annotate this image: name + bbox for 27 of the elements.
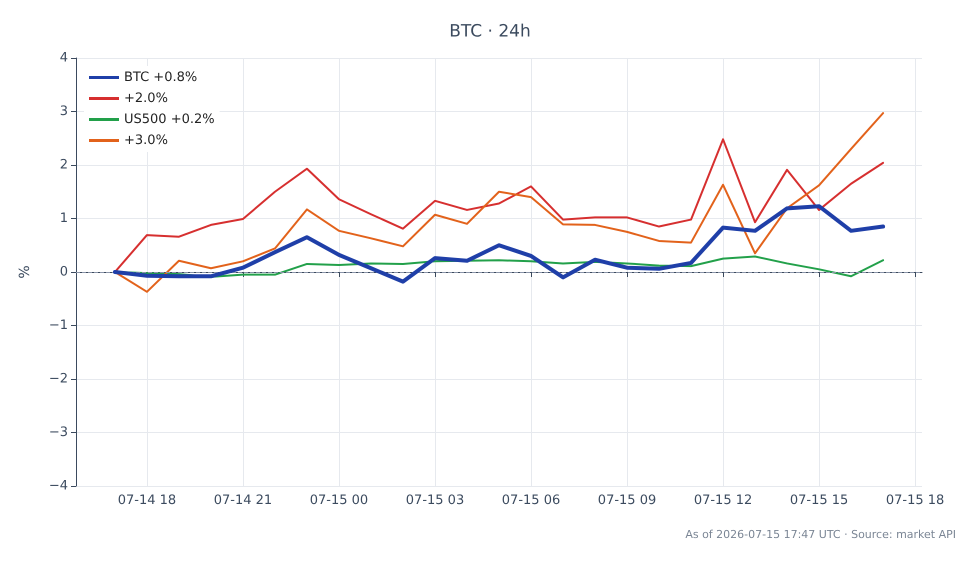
legend-label: BTC +0.8% xyxy=(124,70,198,85)
legend-label: +3.0% xyxy=(124,133,168,148)
y-tick-label: −2 xyxy=(48,372,68,386)
x-tick-label: 07-14 21 xyxy=(214,493,272,508)
y-tick-label: 1 xyxy=(60,211,68,226)
line-series xyxy=(114,112,884,293)
y-tick-label: 0 xyxy=(60,264,68,280)
line-series xyxy=(112,204,886,284)
x-tick-label: 07-14 18 xyxy=(118,493,176,508)
y-tick-label: −3 xyxy=(48,425,68,440)
y-tick-label: 2 xyxy=(60,158,68,172)
y-tick-label: −1 xyxy=(48,318,68,333)
x-tick-label: 07-15 18 xyxy=(886,493,944,508)
x-tick-label: 07-15 12 xyxy=(694,493,752,508)
legend-label: US500 +0.2% xyxy=(124,112,215,127)
x-tick-label: 07-15 03 xyxy=(406,493,464,508)
y-tick-label: −4 xyxy=(48,478,68,494)
y-tick-label: 3 xyxy=(60,104,68,119)
x-tick-label: 07-15 09 xyxy=(598,493,656,508)
chart-title: BTC · 24h xyxy=(449,22,531,42)
text: As of 2026-07-15 17:47 UTC · Source: market API xyxy=(685,528,956,541)
y-axis-title: % xyxy=(17,265,33,279)
x-tick-label: 07-15 06 xyxy=(502,493,560,508)
x-tick-label: 07-15 15 xyxy=(790,493,848,508)
legend-label: +2.0% xyxy=(124,91,168,106)
y-tick-label: 4 xyxy=(60,50,68,66)
x-tick-label: 07-15 00 xyxy=(310,493,368,508)
